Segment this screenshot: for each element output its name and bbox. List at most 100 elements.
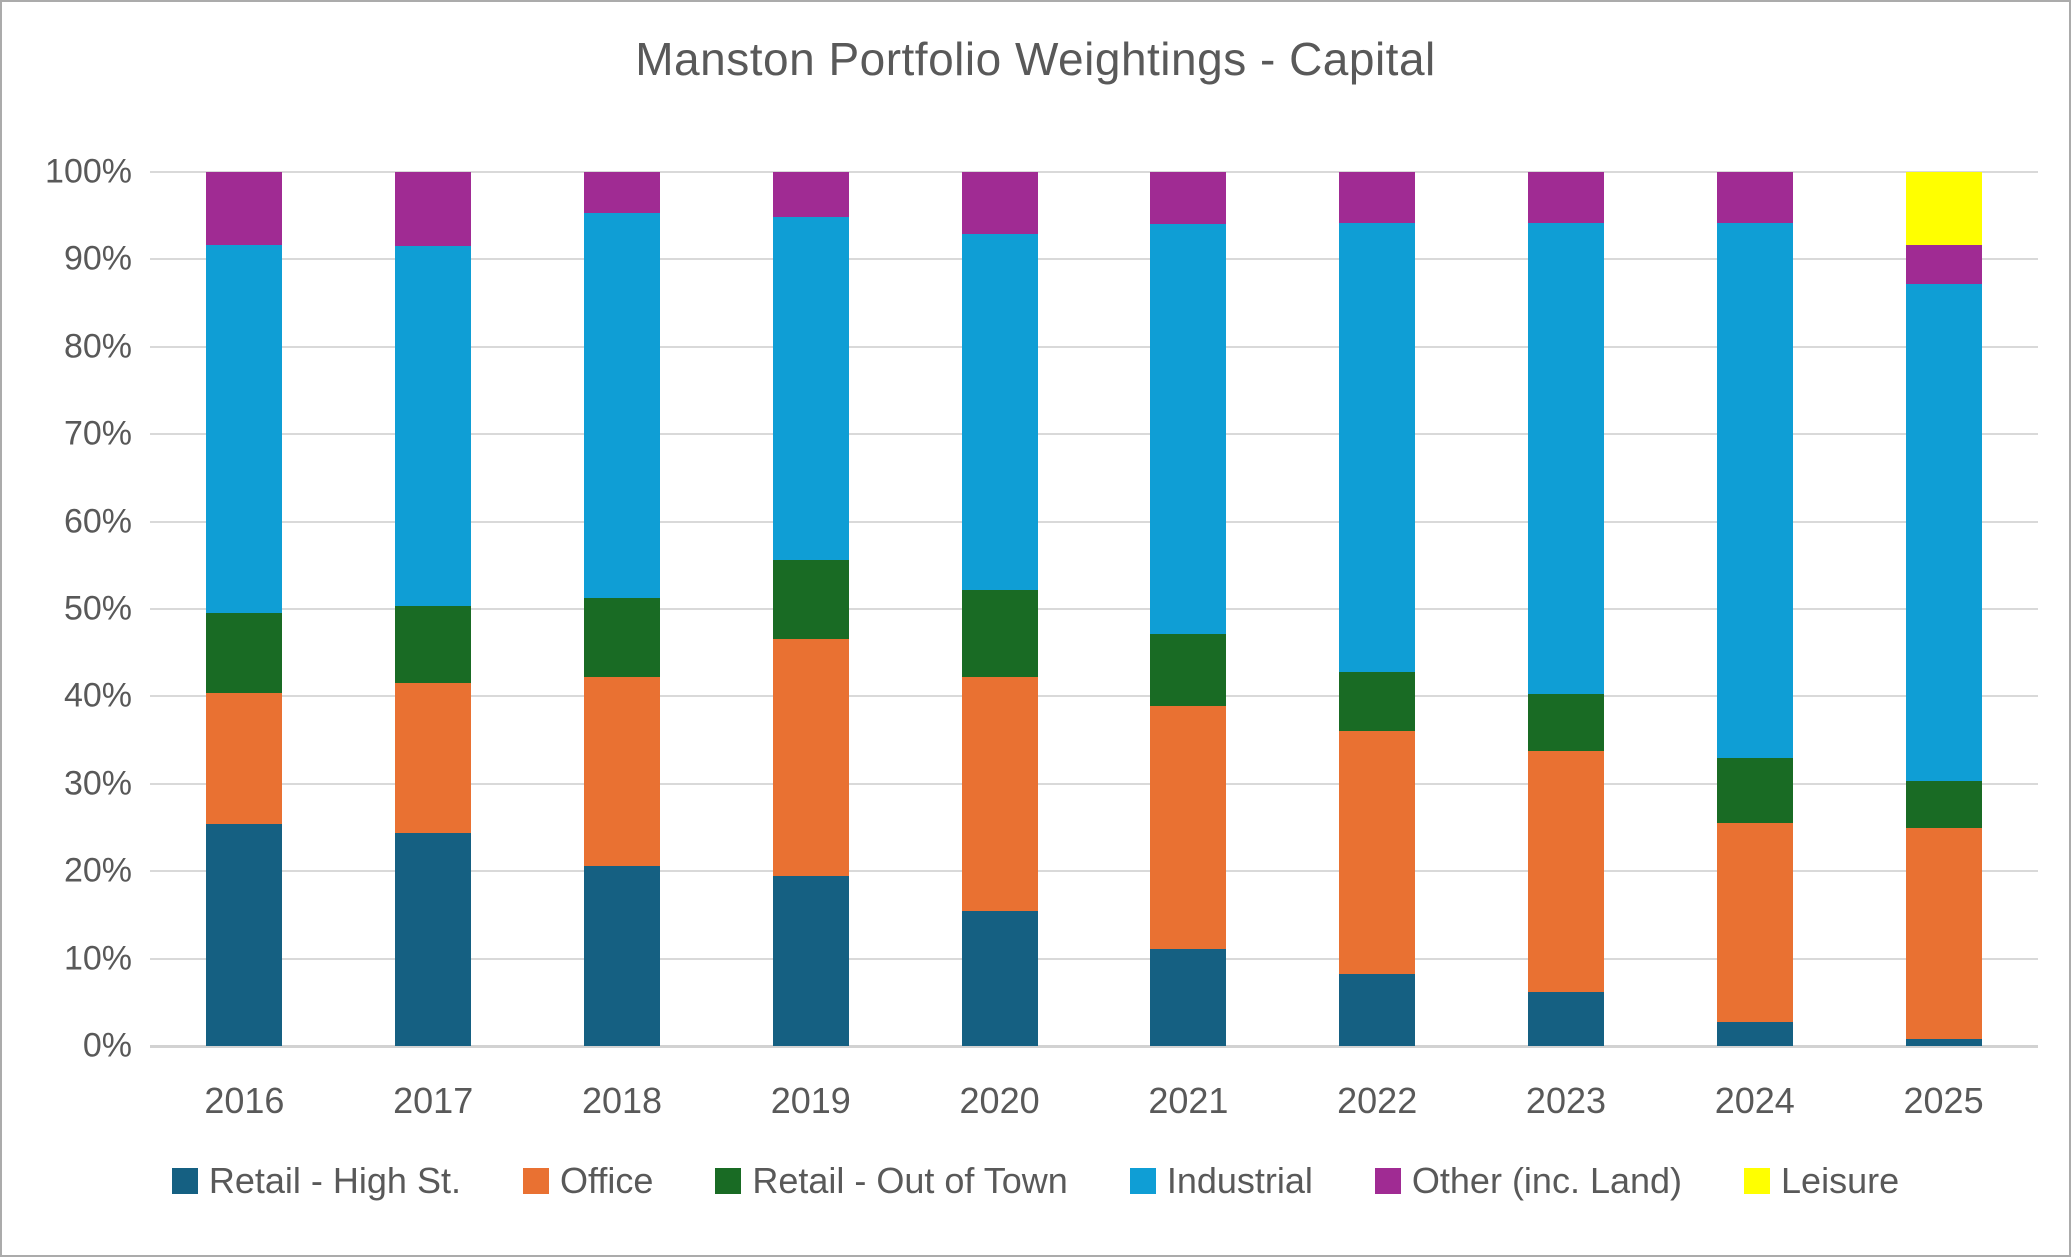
bar-segment-2019-retail-high-st: [772, 876, 849, 1046]
bar-column-2025: [1849, 172, 2038, 1046]
bar-column-2021: [1094, 172, 1283, 1046]
bar-segment-2017-office: [395, 683, 472, 833]
y-tick-label: 30%: [63, 764, 132, 803]
bar-segment-2023-retail-high-st: [1527, 991, 1604, 1046]
gridline: [150, 258, 2038, 261]
bar-segment-2022-other-inc-land: [1339, 172, 1416, 223]
bar-column-2019: [716, 172, 905, 1046]
legend-label: Retail - High St.: [208, 1160, 461, 1201]
bar-segment-2016-retail-out-of-town: [206, 612, 283, 693]
gridline: [150, 870, 2038, 873]
stacked-bar-2016: [206, 172, 283, 1046]
bar-segment-2023-office: [1527, 750, 1604, 992]
legend-item-other-inc-land: Other (inc. Land): [1374, 1160, 1683, 1202]
bar-segment-2018-retail-out-of-town: [583, 597, 660, 678]
bar-segment-2024-retail-out-of-town: [1716, 758, 1793, 824]
x-tick-label-2023: 2023: [1525, 1080, 1607, 1121]
gridline: [150, 608, 2038, 610]
bar-segment-2024-other-inc-land: [1716, 172, 1793, 223]
gridline: [150, 171, 2038, 173]
legend-item-retail-out-of-town: Retail - Out of Town: [715, 1160, 1068, 1202]
bar-segment-2016-industrial: [206, 245, 283, 613]
bar-segment-2025-other-inc-land: [1905, 245, 1982, 284]
bar-segment-2021-other-inc-land: [1150, 172, 1227, 224]
bar-segment-2018-other-inc-land: [583, 172, 660, 214]
bar-segment-2025-retail-out-of-town: [1905, 781, 1982, 829]
x-tick-label-2018: 2018: [581, 1080, 663, 1121]
bar-segment-2017-industrial: [395, 246, 472, 607]
bar-segment-2024-retail-high-st: [1716, 1022, 1793, 1046]
bar-segment-2016-other-inc-land: [206, 172, 283, 246]
y-tick-label: 20%: [63, 851, 132, 890]
stacked-bar-2023: [1527, 172, 1604, 1046]
bar-column-2022: [1283, 172, 1472, 1046]
x-tick-label-2025: 2025: [1903, 1080, 1984, 1121]
x-axis-baseline: [150, 1045, 2038, 1048]
bar-segment-2024-industrial: [1716, 222, 1793, 759]
bar-segment-2017-other-inc-land: [395, 172, 472, 247]
bar-column-2020: [905, 172, 1094, 1046]
bar-segment-2020-retail-high-st: [961, 911, 1038, 1046]
y-tick-label: 70%: [63, 414, 132, 453]
x-tick-label-2024: 2024: [1714, 1080, 1795, 1121]
legend-label: Other (inc. Land): [1411, 1160, 1683, 1201]
y-tick-label: 100%: [45, 152, 132, 191]
gridline: [150, 433, 2038, 436]
bar-column-2018: [528, 172, 717, 1046]
bar-segment-2024-office: [1716, 823, 1793, 1023]
y-tick-label: 0%: [82, 1026, 132, 1065]
bar-segment-2022-industrial: [1339, 222, 1416, 672]
bar-segment-2019-industrial: [772, 216, 849, 561]
x-tick-label-2022: 2022: [1337, 1080, 1418, 1121]
stacked-bar-2022: [1339, 172, 1416, 1046]
x-tick-label-2019: 2019: [770, 1080, 851, 1121]
bar-segment-2019-office: [772, 638, 849, 877]
legend: Retail - High St. Office Retail - Out of T…: [2, 1160, 2069, 1202]
bar-segment-2021-industrial: [1150, 223, 1227, 635]
bar-column-2024: [1660, 172, 1849, 1046]
bar-segment-2023-other-inc-land: [1527, 172, 1604, 223]
bar-segment-2022-retail-high-st: [1339, 974, 1416, 1046]
stacked-bar-2021: [1150, 172, 1227, 1046]
bar-segment-2023-retail-out-of-town: [1527, 693, 1604, 751]
bar-segment-2018-office: [583, 677, 660, 866]
stacked-bar-2017: [395, 172, 472, 1046]
legend-swatch-icon: [522, 1168, 549, 1194]
legend-label: Retail - Out of Town: [752, 1160, 1068, 1201]
bar-segment-2020-industrial: [961, 234, 1038, 590]
gridline: [150, 782, 2038, 785]
bar-segment-2018-retail-high-st: [583, 865, 660, 1046]
chart-title: Manston Portfolio Weightings - Capital: [635, 33, 1436, 85]
gridline: [150, 520, 2038, 523]
bar-segment-2021-retail-high-st: [1150, 949, 1227, 1046]
bar-segment-2021-office: [1150, 706, 1227, 949]
bars-container: [150, 172, 2038, 1046]
y-tick-label: 80%: [63, 327, 132, 366]
legend-label: Industrial: [1166, 1160, 1313, 1201]
gridline: [150, 695, 2038, 698]
bar-segment-2025-retail-high-st: [1905, 1039, 1982, 1046]
x-tick-label-2017: 2017: [393, 1080, 474, 1121]
y-tick-label: 10%: [63, 939, 132, 978]
bar-segment-2020-other-inc-land: [961, 172, 1038, 235]
x-tick-label-2021: 2021: [1148, 1080, 1229, 1121]
y-tick-label: 50%: [63, 589, 132, 628]
bar-segment-2017-retail-out-of-town: [395, 606, 472, 684]
bar-column-2023: [1472, 172, 1661, 1046]
y-axis: 100% 90% 80% 70% 60% 50% 40% 30% 20% 10% 0%: [2, 153, 132, 1065]
gridline: [150, 345, 2038, 348]
stacked-bar-2019: [772, 172, 849, 1046]
gridline: [150, 957, 2038, 960]
legend-swatch-icon: [1129, 1168, 1156, 1194]
bar-segment-2019-other-inc-land: [772, 172, 849, 217]
stacked-bar-2025: [1905, 172, 1982, 1046]
bar-segment-2021-retail-out-of-town: [1150, 634, 1227, 707]
bar-segment-2017-retail-high-st: [395, 832, 472, 1046]
bar-segment-2022-office: [1339, 731, 1416, 975]
bar-segment-2025-industrial: [1905, 283, 1982, 782]
legend-swatch-icon: [1374, 1168, 1401, 1194]
y-tick-label: 60%: [63, 502, 132, 541]
legend-item-industrial: Industrial: [1129, 1160, 1313, 1202]
bar-segment-2020-retail-out-of-town: [961, 589, 1038, 678]
